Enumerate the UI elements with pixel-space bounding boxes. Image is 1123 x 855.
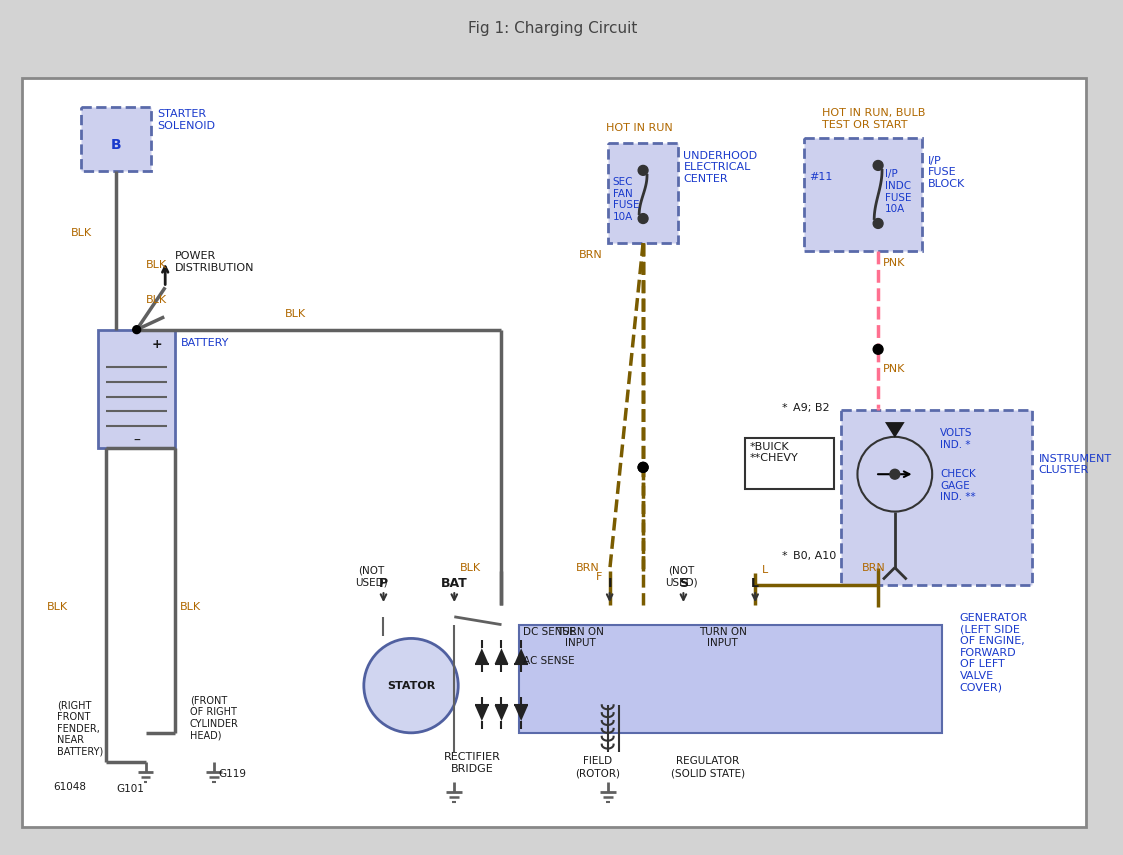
Text: UNDERHOOD
ELECTRICAL
CENTER: UNDERHOOD ELECTRICAL CENTER [684,150,758,184]
Text: PNK: PNK [883,364,905,374]
Text: HOT IN RUN: HOT IN RUN [605,123,673,133]
Text: BLK: BLK [71,228,92,239]
Text: (RIGHT
FRONT
FENDER,
NEAR
BATTERY): (RIGHT FRONT FENDER, NEAR BATTERY) [57,700,103,757]
Text: STARTER
SOLENOID: STARTER SOLENOID [157,109,216,131]
Bar [99,330,175,448]
Text: 61048: 61048 [53,782,86,792]
Bar [519,625,942,733]
Polygon shape [514,648,528,664]
Text: AC SENSE: AC SENSE [523,656,575,666]
Text: L: L [763,564,768,575]
Text: STATOR: STATOR [387,681,435,691]
Text: F: F [595,573,602,582]
Text: BAT: BAT [441,577,467,590]
Text: +: + [152,338,163,351]
Polygon shape [475,648,489,664]
Polygon shape [514,705,528,721]
Text: PNK: PNK [883,258,905,268]
Text: L: L [751,577,759,590]
Circle shape [133,326,140,333]
Text: S: S [679,577,688,590]
Text: B: B [111,138,121,152]
Circle shape [638,463,648,472]
Polygon shape [494,648,509,664]
Text: I/P
FUSE
BLOCK: I/P FUSE BLOCK [929,156,966,189]
Text: *BUICK
**CHEVY: *BUICK **CHEVY [749,442,798,463]
Bar [81,108,152,171]
Bar [746,438,834,489]
Text: #11: #11 [810,172,832,182]
Text: I/P
INDC
FUSE
10A: I/P INDC FUSE 10A [885,169,912,215]
Text: CHECK
GAGE
IND. **: CHECK GAGE IND. ** [940,469,976,503]
Circle shape [874,345,883,354]
Text: HOT IN RUN, BULB
TEST OR START: HOT IN RUN, BULB TEST OR START [822,109,925,130]
Circle shape [638,166,648,175]
Circle shape [364,639,458,733]
Text: *: * [782,404,787,413]
Text: FIELD
(ROTOR): FIELD (ROTOR) [575,757,620,778]
Text: (NOT
USED): (NOT USED) [355,566,389,587]
Text: BLK: BLK [47,602,69,612]
Circle shape [874,161,883,170]
Text: BATTERY: BATTERY [181,338,229,347]
Text: RECTIFIER
BRIDGE: RECTIFIER BRIDGE [444,752,501,774]
Text: G119: G119 [218,770,246,779]
Text: DC SENSE: DC SENSE [523,627,576,637]
Text: BRN: BRN [861,563,885,573]
Text: (NOT
USED): (NOT USED) [665,566,697,587]
Text: –: – [134,433,140,448]
Circle shape [858,437,932,511]
Text: I: I [608,577,612,590]
Text: POWER
DISTRIBUTION: POWER DISTRIBUTION [175,251,255,273]
Text: *: * [782,551,787,561]
Polygon shape [475,705,489,721]
Text: P: P [378,577,389,590]
Text: BLK: BLK [146,295,166,305]
Text: TURN ON
INPUT: TURN ON INPUT [556,627,604,648]
Text: (FRONT
OF RIGHT
CYLINDER
HEAD): (FRONT OF RIGHT CYLINDER HEAD) [190,695,239,740]
Text: BLK: BLK [460,563,482,573]
Bar [841,410,1032,586]
Bar [608,143,678,243]
Bar [804,138,922,251]
Circle shape [874,219,883,228]
Text: BRN: BRN [576,563,600,573]
Circle shape [889,469,900,479]
Polygon shape [885,422,905,438]
Circle shape [638,214,648,223]
Bar [21,78,1086,828]
Text: REGULATOR
(SOLID STATE): REGULATOR (SOLID STATE) [670,757,745,778]
Text: INSTRUMENT
CLUSTER: INSTRUMENT CLUSTER [1039,453,1112,475]
Text: BLK: BLK [146,260,166,270]
Text: A9; B2: A9; B2 [793,404,829,413]
Text: G101: G101 [116,784,144,794]
Text: BLK: BLK [180,602,201,612]
Text: Fig 1: Charging Circuit: Fig 1: Charging Circuit [468,21,638,36]
Text: SEC
FAN
FUSE
10A: SEC FAN FUSE 10A [613,177,639,222]
Text: VOLTS
IND. *: VOLTS IND. * [940,428,973,450]
Text: GENERATOR
(LEFT SIDE
OF ENGINE,
FORWARD
OF LEFT
VALVE
COVER): GENERATOR (LEFT SIDE OF ENGINE, FORWARD … [960,613,1028,693]
Text: TURN ON
INPUT: TURN ON INPUT [699,627,747,648]
Circle shape [638,463,648,472]
Text: B0, A10: B0, A10 [793,551,836,561]
Polygon shape [494,705,509,721]
Bar [351,605,952,802]
Text: BLK: BLK [285,309,307,319]
Text: BRN: BRN [579,250,603,260]
